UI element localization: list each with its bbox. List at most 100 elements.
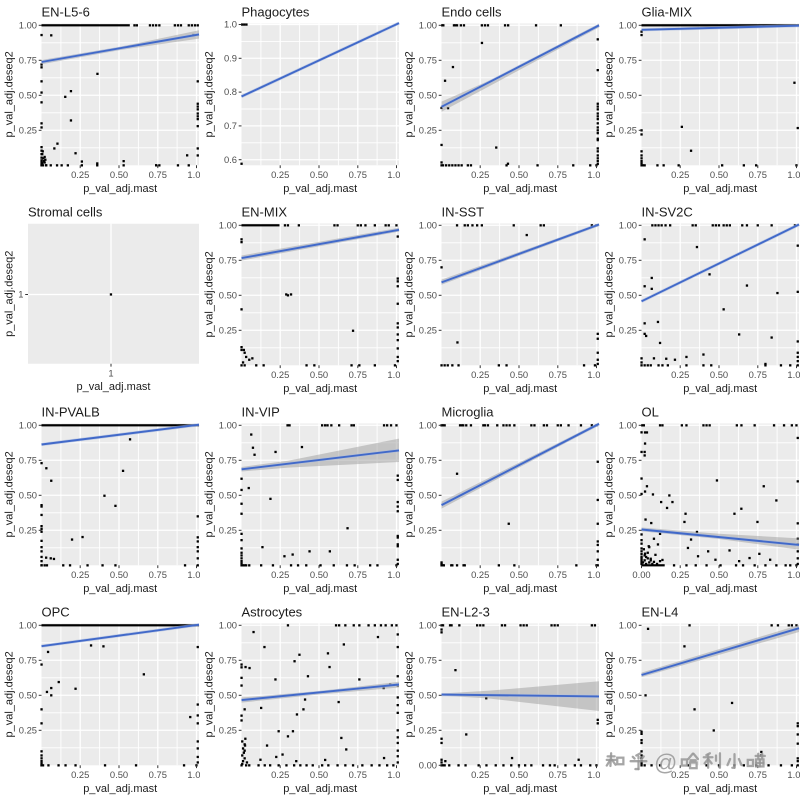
- svg-text:1.00: 1.00: [787, 169, 800, 180]
- svg-text:p_val_adj.deseq2: p_val_adj.deseq2: [4, 651, 16, 737]
- svg-text:0.25: 0.25: [219, 524, 237, 535]
- svg-text:1.00: 1.00: [387, 369, 400, 380]
- svg-text:0.25: 0.25: [271, 369, 289, 380]
- svg-text:p_val_adj.mast: p_val_adj.mast: [483, 583, 557, 595]
- svg-text:p_val_adj.deseq2: p_val_adj.deseq2: [404, 451, 416, 537]
- svg-text:0.50: 0.50: [110, 169, 128, 180]
- svg-text:0.25: 0.25: [419, 724, 437, 735]
- svg-text:p_val_adj.mast: p_val_adj.mast: [483, 783, 557, 795]
- svg-text:p_val_adj.mast: p_val_adj.mast: [683, 383, 757, 395]
- svg-text:0.25: 0.25: [271, 569, 289, 580]
- svg-text:0.75: 0.75: [549, 169, 567, 180]
- svg-text:0.50: 0.50: [310, 369, 328, 380]
- svg-text:0.50: 0.50: [219, 489, 237, 500]
- svg-text:p_val_adj.deseq2: p_val_adj.deseq2: [604, 451, 616, 537]
- svg-text:OL: OL: [642, 405, 659, 420]
- svg-text:1.00: 1.00: [387, 569, 400, 580]
- svg-text:p_val_adj.mast: p_val_adj.mast: [283, 183, 357, 195]
- svg-text:1.00: 1.00: [219, 619, 237, 630]
- svg-text:IN-PVALB: IN-PVALB: [42, 405, 100, 420]
- svg-text:0.50: 0.50: [419, 689, 437, 700]
- svg-text:p_val_adj.deseq2: p_val_adj.deseq2: [4, 251, 16, 337]
- svg-text:Glia-MIX: Glia-MIX: [642, 5, 693, 20]
- svg-text:p_val_adj.mast: p_val_adj.mast: [683, 583, 757, 595]
- svg-text:1.00: 1.00: [619, 19, 637, 30]
- svg-text:0.50: 0.50: [710, 369, 728, 380]
- svg-text:0.75: 0.75: [19, 454, 37, 465]
- svg-text:0.75: 0.75: [549, 569, 567, 580]
- svg-text:0.50: 0.50: [219, 289, 237, 300]
- svg-text:0.50: 0.50: [310, 769, 328, 780]
- svg-text:0.50: 0.50: [510, 769, 528, 780]
- svg-text:1.00: 1.00: [587, 369, 600, 380]
- svg-text:p_val_adj.mast: p_val_adj.mast: [683, 183, 757, 195]
- svg-text:0.25: 0.25: [619, 324, 637, 335]
- svg-text:0.25: 0.25: [19, 724, 37, 735]
- svg-text:0.75: 0.75: [219, 254, 237, 265]
- svg-text:p_val_adj.deseq2: p_val_adj.deseq2: [604, 251, 616, 337]
- svg-text:0.75: 0.75: [349, 569, 367, 580]
- svg-text:0.25: 0.25: [71, 169, 89, 180]
- svg-text:p_val_adj.mast: p_val_adj.mast: [77, 381, 151, 393]
- svg-text:0.75: 0.75: [619, 254, 637, 265]
- svg-text:p_val_adj.mast: p_val_adj.mast: [483, 383, 557, 395]
- svg-text:EN-L5-6: EN-L5-6: [42, 5, 90, 20]
- svg-text:0.00: 0.00: [632, 569, 650, 580]
- svg-text:0.75: 0.75: [549, 369, 567, 380]
- svg-text:1.00: 1.00: [587, 569, 600, 580]
- svg-text:0.75: 0.75: [149, 569, 167, 580]
- svg-text:0.25: 0.25: [271, 169, 289, 180]
- svg-text:0.25: 0.25: [671, 569, 689, 580]
- svg-text:1.00: 1.00: [187, 169, 200, 180]
- svg-text:0.50: 0.50: [19, 689, 37, 700]
- svg-text:p_val_adj.mast: p_val_adj.mast: [283, 583, 357, 595]
- svg-text:0.75: 0.75: [349, 369, 367, 380]
- svg-text:p_val_adj.deseq2: p_val_adj.deseq2: [604, 51, 616, 137]
- svg-text:0.25: 0.25: [419, 124, 437, 135]
- svg-text:0.25: 0.25: [419, 324, 437, 335]
- svg-text:0.75: 0.75: [149, 769, 167, 780]
- svg-text:0.6: 0.6: [224, 154, 237, 165]
- svg-text:1.00: 1.00: [187, 569, 200, 580]
- svg-text:OPC: OPC: [42, 605, 70, 620]
- svg-text:p_val_adj.deseq2: p_val_adj.deseq2: [4, 51, 16, 137]
- svg-text:p_val_adj.deseq2: p_val_adj.deseq2: [204, 451, 216, 537]
- svg-text:0.25: 0.25: [471, 369, 489, 380]
- svg-text:IN-SV2C: IN-SV2C: [642, 205, 693, 220]
- svg-text:Astrocytes: Astrocytes: [242, 605, 303, 620]
- svg-text:0.75: 0.75: [749, 169, 767, 180]
- svg-text:0.50: 0.50: [510, 169, 528, 180]
- svg-text:0.25: 0.25: [471, 569, 489, 580]
- svg-text:0.25: 0.25: [671, 369, 689, 380]
- svg-text:1.00: 1.00: [419, 219, 437, 230]
- svg-text:0.25: 0.25: [219, 724, 237, 735]
- svg-text:p_val_adj.mast: p_val_adj.mast: [683, 783, 757, 795]
- svg-text:1.00: 1.00: [19, 419, 37, 430]
- svg-text:1: 1: [18, 289, 23, 300]
- svg-text:0.50: 0.50: [110, 569, 128, 580]
- svg-text:0.75: 0.75: [419, 254, 437, 265]
- svg-text:0.50: 0.50: [619, 489, 637, 500]
- svg-text:p_val_adj.deseq2: p_val_adj.deseq2: [404, 651, 416, 737]
- svg-text:0.25: 0.25: [619, 724, 637, 735]
- svg-text:0.75: 0.75: [419, 54, 437, 65]
- svg-text:0.25: 0.25: [271, 769, 289, 780]
- svg-text:0.50: 0.50: [310, 169, 328, 180]
- svg-text:0.75: 0.75: [349, 769, 367, 780]
- svg-text:0.75: 0.75: [619, 654, 637, 665]
- svg-text:0.50: 0.50: [510, 569, 528, 580]
- svg-text:0.8: 0.8: [224, 86, 237, 97]
- svg-text:EN-L4: EN-L4: [642, 605, 679, 620]
- svg-text:p_val_adj.mast: p_val_adj.mast: [483, 183, 557, 195]
- svg-text:0.50: 0.50: [710, 169, 728, 180]
- svg-text:0.50: 0.50: [619, 689, 637, 700]
- svg-text:Microglia: Microglia: [442, 405, 495, 420]
- svg-text:0.25: 0.25: [71, 769, 89, 780]
- svg-text:0.75: 0.75: [619, 454, 637, 465]
- svg-text:0.50: 0.50: [219, 689, 237, 700]
- svg-text:0.50: 0.50: [510, 369, 528, 380]
- svg-text:Phagocytes: Phagocytes: [242, 5, 310, 20]
- svg-text:0.25: 0.25: [671, 769, 689, 780]
- svg-text:0.50: 0.50: [419, 89, 437, 100]
- svg-text:0.25: 0.25: [19, 524, 37, 535]
